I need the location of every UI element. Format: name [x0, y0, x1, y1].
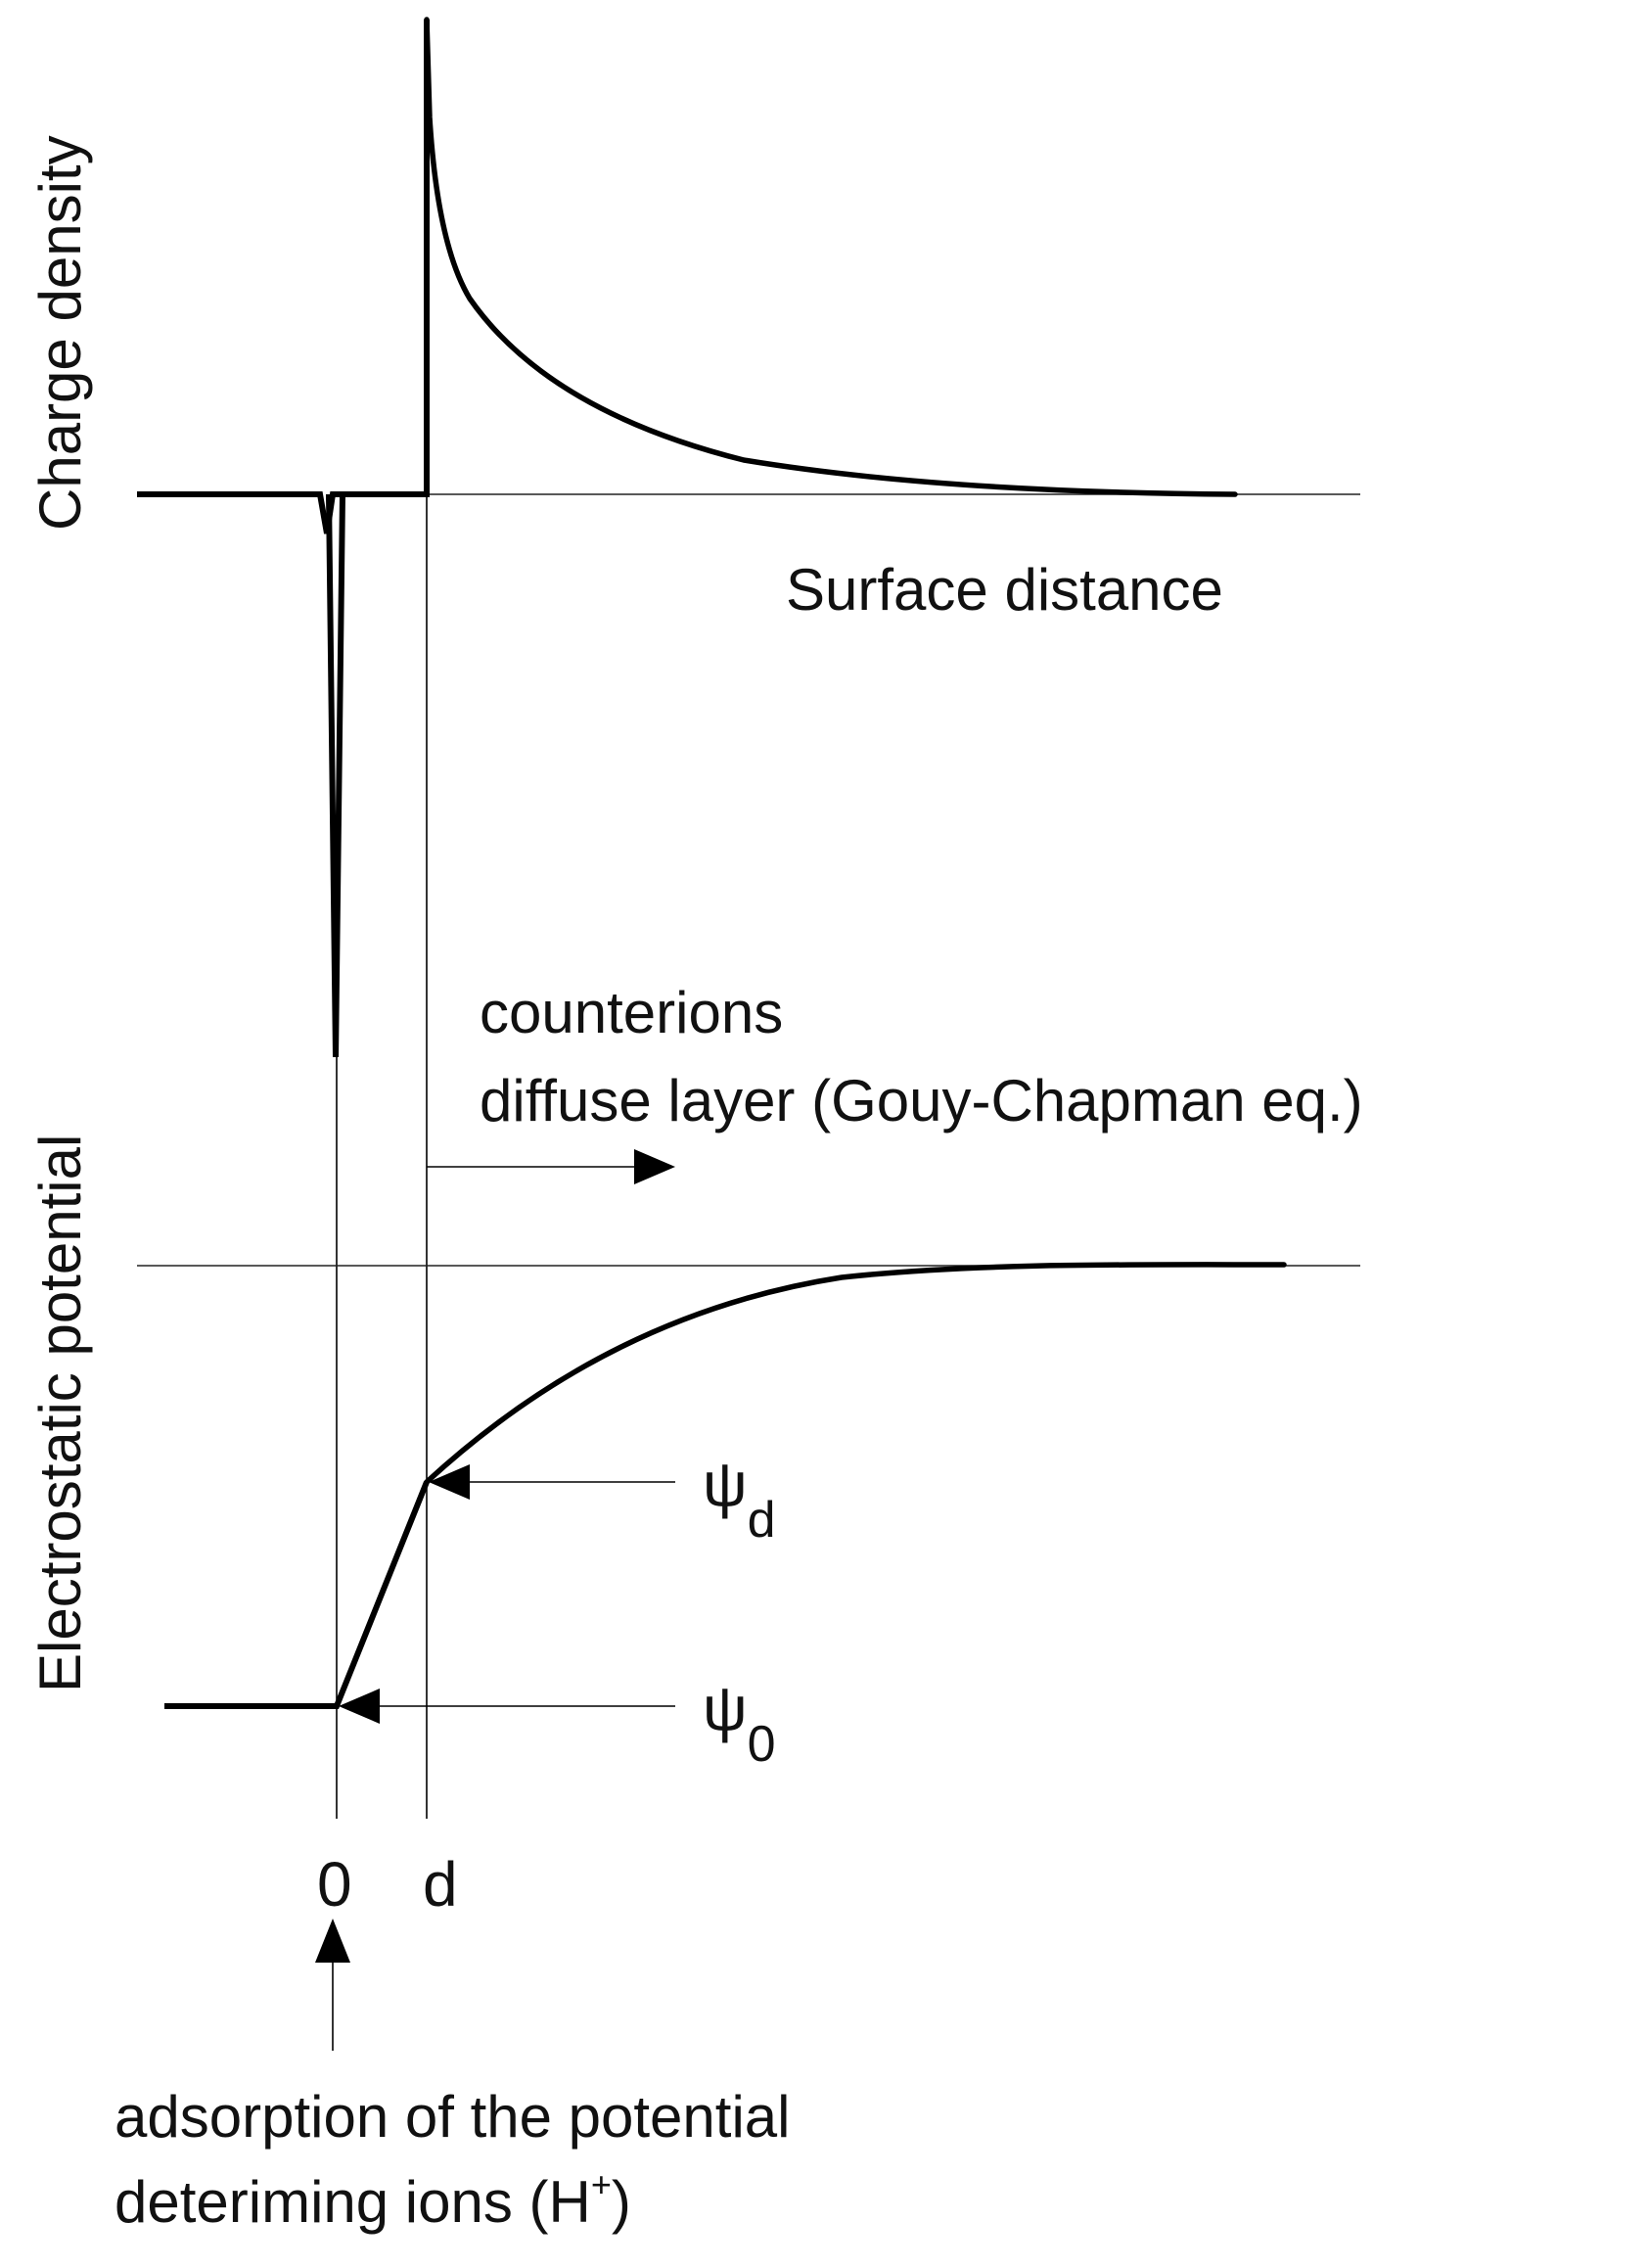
adsorption-annotation: adsorption of the potential deteriming i… — [114, 1919, 791, 2235]
potential-profile-diffuse — [424, 1262, 1287, 1485]
diffuse-layer-charge-curve — [424, 17, 1238, 497]
adsorption-arrow-head — [315, 1919, 350, 1963]
diffuse-layer-arrow-head — [634, 1149, 675, 1184]
potential-profile-linear — [164, 1480, 430, 1709]
psi-d-label: ψd — [703, 1449, 776, 1549]
psi-d-subscript: d — [748, 1492, 776, 1549]
adsorption-label-superscript: + — [591, 2164, 612, 2204]
counterions-annotation: counterions diffuse layer (Gouy-Chapman … — [427, 980, 1363, 1184]
adsorption-label-line2: deteriming ions (H+) — [114, 2164, 631, 2235]
adsorption-label-line1: adsorption of the potential — [114, 2084, 791, 2150]
adsorption-label-prefix: deteriming ions (H — [114, 2169, 591, 2235]
tick-label-zero: 0 — [317, 1849, 352, 1920]
psi-d-symbol: ψ — [703, 1449, 748, 1519]
charge-density-profile — [137, 20, 430, 534]
psi-d-arrow-head — [429, 1464, 470, 1500]
counterions-label: counterions — [480, 980, 783, 1045]
surface-distance-axis-label: Surface distance — [786, 557, 1223, 623]
electrostatic-potential-axis-label: Electrostatic potential — [27, 1134, 93, 1692]
psi-0-symbol: ψ — [703, 1673, 748, 1743]
electrostatic-potential-panel: Electrostatic potential ψd ψ0 — [27, 1134, 1360, 1773]
psi-0-subscript: 0 — [748, 1716, 776, 1773]
psi-0-arrow-head — [339, 1689, 380, 1724]
adsorption-label-suffix: ) — [612, 2169, 631, 2235]
surface-charge-spike — [326, 493, 345, 1058]
tick-label-d: d — [423, 1849, 458, 1920]
psi-0-label: ψ0 — [703, 1673, 776, 1773]
charge-density-panel: Charge density Surface distance — [27, 17, 1360, 1058]
diffuse-layer-label: diffuse layer (Gouy-Chapman eq.) — [480, 1068, 1363, 1134]
charge-density-axis-label: Charge density — [27, 135, 93, 531]
